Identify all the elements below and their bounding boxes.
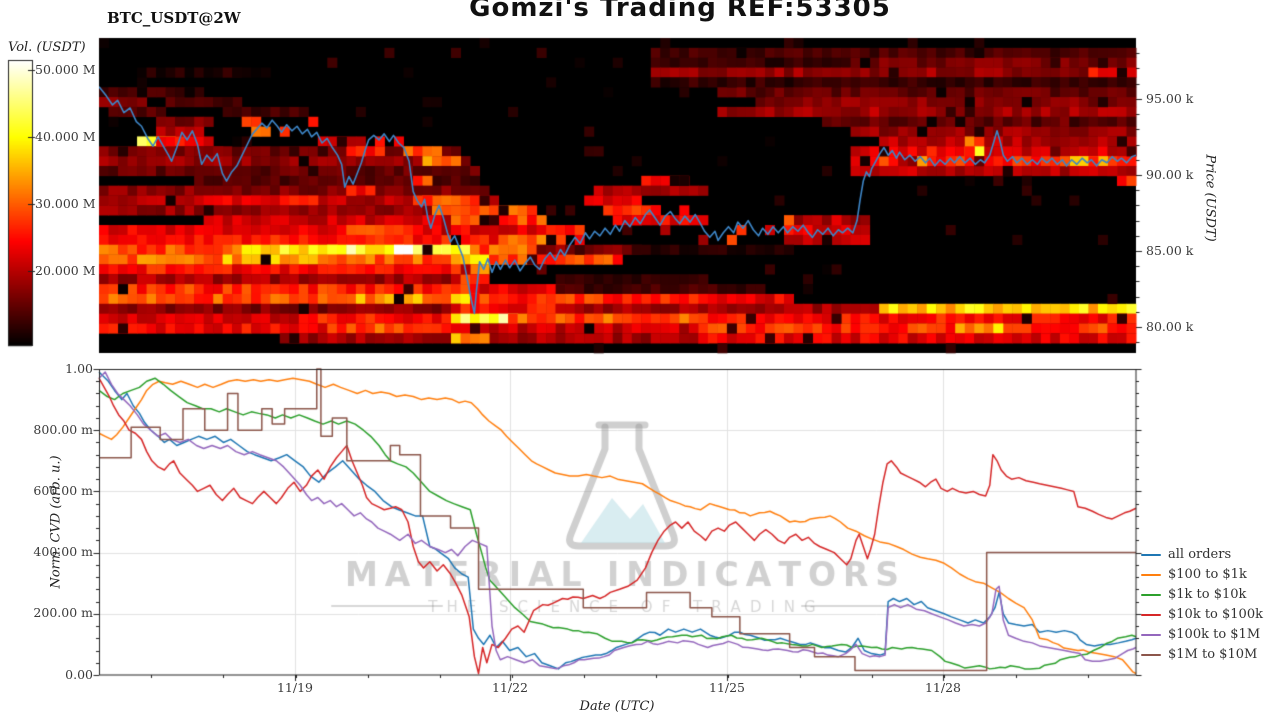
legend-label: $100k to $1M [1168,627,1261,642]
price-tick-label: 90.00 k [1146,167,1194,182]
legend-item: $100k to $1M [1141,625,1263,645]
legend-item: $1M to $10M [1141,645,1263,665]
cvd-tick-label: 600.00 m [33,483,93,498]
price-tick-label: 80.00 k [1146,319,1194,334]
legend-label: $100 to $1k [1168,567,1247,582]
x-axis-label: Date (UTC) [579,699,655,714]
legend: all orders $100 to $1k $1k to $10k $10k … [1141,545,1263,665]
x-tick-label: 11/19 [276,680,314,695]
x-tick-label: 11/28 [924,680,962,695]
legend-swatch-100k-1M [1141,633,1161,637]
legend-label: $1k to $10k [1168,587,1247,602]
x-tick-label: 11/22 [491,680,529,695]
cvd-tick-label: 800.00 m [33,422,93,437]
cvd-axis-label: Norm. CVD (arb. u.) [48,455,64,589]
price-axis-label: Price (USDT) [1202,154,1218,242]
legend-label: $1M to $10M [1168,647,1258,662]
colorbar-tick-label: 20.000 M [35,263,96,278]
legend-item: $1k to $10k [1141,585,1263,605]
legend-item: all orders [1141,545,1263,565]
legend-swatch-1k-10k [1141,593,1161,597]
x-tick-label: 11/25 [708,680,746,695]
legend-label: $10k to $100k [1168,607,1263,622]
legend-swatch-all-orders [1141,553,1161,557]
legend-swatch-10k-100k [1141,613,1161,617]
colorbar-label: Vol. (USDT) [8,40,86,55]
price-tick-label: 95.00 k [1146,91,1194,106]
cvd-tick-label: 1.00 [65,361,93,376]
symbol-label: BTC_USDT@2W [107,9,241,27]
legend-item: $10k to $100k [1141,605,1263,625]
colorbar-tick-label: 50.000 M [35,62,96,77]
price-tick-label: 85.00 k [1146,243,1194,258]
legend-swatch-1M-10M [1141,653,1161,657]
colorbar-tick-label: 30.000 M [35,196,96,211]
legend-swatch-100-1k [1141,573,1161,577]
legend-item: $100 to $1k [1141,565,1263,585]
page-title: Gomzi's Trading REF:53305 [469,0,891,23]
colorbar-tick-label: 40.000 M [35,129,96,144]
legend-label: all orders [1168,547,1232,562]
cvd-tick-label: 200.00 m [33,605,93,620]
cvd-tick-label: 0.00 [65,667,93,682]
cvd-tick-label: 400.00 m [33,544,93,559]
